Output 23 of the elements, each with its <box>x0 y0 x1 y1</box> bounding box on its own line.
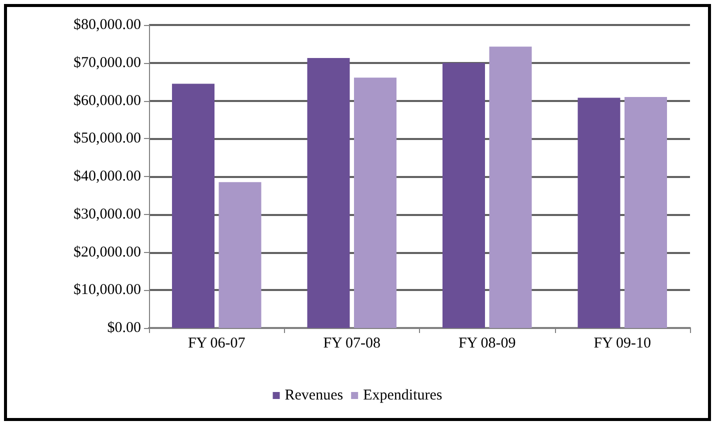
bar <box>354 78 397 328</box>
bar <box>172 84 214 328</box>
bar <box>307 58 350 328</box>
y-tick-label: $30,000.00 <box>74 206 141 222</box>
y-tick-label: $20,000.00 <box>74 244 141 260</box>
bar <box>624 96 668 328</box>
y-tick-label: $0.00 <box>107 320 141 336</box>
y-tick-label: $40,000.00 <box>74 168 141 184</box>
y-tick-label: $80,000.00 <box>74 17 141 33</box>
x-tick-label: FY 07-08 <box>323 336 381 352</box>
x-tick-label: FY 06-07 <box>188 336 246 352</box>
bar <box>442 62 485 328</box>
y-tick-label: $60,000.00 <box>74 92 141 109</box>
legend-label: Revenues <box>284 388 344 404</box>
x-tick-label: FY 09-10 <box>594 336 652 352</box>
y-tick-label: $10,000.00 <box>74 282 141 298</box>
bar <box>489 46 532 328</box>
y-tick-label: $50,000.00 <box>74 130 141 147</box>
bar <box>578 98 620 328</box>
x-tick-label: FY 08-09 <box>458 336 516 352</box>
legend-label: Expenditures <box>363 388 442 404</box>
y-tick-label: $70,000.00 <box>74 54 141 71</box>
bar <box>218 182 262 328</box>
